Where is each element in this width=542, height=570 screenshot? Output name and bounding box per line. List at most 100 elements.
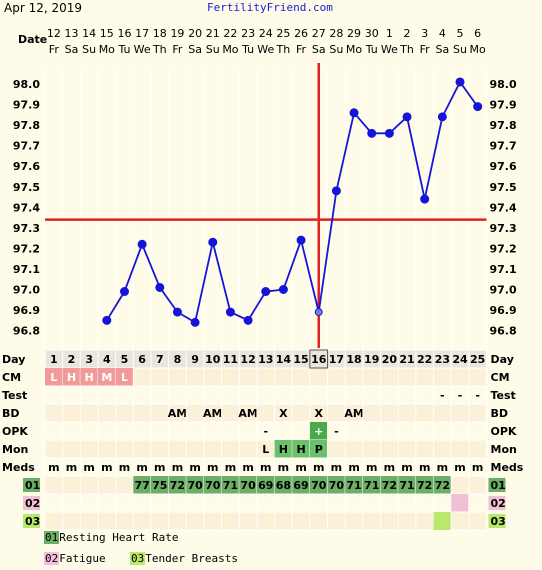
- y-tick-right: 97.1: [490, 263, 517, 276]
- cell-day: 4: [103, 353, 111, 366]
- cell-meds: m: [384, 461, 395, 474]
- temp-point: [349, 108, 359, 118]
- cell-test: -: [475, 389, 480, 402]
- row-code-swatch-right: [488, 496, 506, 510]
- temp-point: [172, 307, 182, 317]
- cell-c01: 72: [417, 479, 432, 492]
- y-tick-left: 97.4: [13, 201, 40, 214]
- temp-point: [155, 282, 165, 292]
- cell-meds: m: [331, 461, 342, 474]
- c01-cell: [133, 476, 151, 494]
- legend-item-02: 02Fatigue: [44, 552, 106, 565]
- cell-cm: M: [101, 371, 112, 384]
- cell-meds: m: [154, 461, 165, 474]
- cell-meds: m: [66, 461, 77, 474]
- cell-day: 13: [258, 353, 273, 366]
- row-label-meds: Meds: [2, 461, 35, 474]
- c01-cell: [433, 476, 452, 494]
- cell-day: 9: [191, 353, 199, 366]
- cell-c01: 71: [223, 479, 238, 492]
- y-tick-left: 97.5: [13, 181, 40, 194]
- cell-day: 22: [417, 353, 432, 366]
- date-label: 30: [365, 27, 379, 40]
- cell-c01: 70: [329, 479, 345, 492]
- cell-c01: 71: [364, 479, 379, 492]
- temp-point: [225, 307, 235, 317]
- weekday-label: Sa: [65, 43, 79, 56]
- legend-01-code: 01: [44, 531, 60, 544]
- weekday-label: Tu: [365, 43, 378, 56]
- c01-cell: [398, 476, 416, 494]
- weekday-label: Th: [399, 43, 414, 56]
- legend-02-text: Fatigue: [59, 552, 106, 565]
- cell-c01: 72: [382, 479, 397, 492]
- date-label: 3: [421, 27, 428, 40]
- site-link[interactable]: FertilityFriend.com: [207, 1, 333, 14]
- y-tick-left: 97.8: [13, 119, 40, 132]
- c02-cell: [451, 494, 469, 512]
- temp-point: [367, 128, 377, 138]
- cell-cm: L: [50, 371, 57, 384]
- row-code-swatch-left: [23, 496, 40, 510]
- y-tick-left: 98.0: [13, 78, 40, 91]
- cell-c01: 69: [258, 479, 273, 492]
- date-label: 6: [474, 27, 481, 40]
- temp-point: [278, 285, 288, 294]
- cell-c01: 70: [205, 479, 221, 492]
- cell-day: 5: [121, 353, 129, 366]
- cell-meds: m: [48, 461, 59, 474]
- c03-cell: [433, 512, 452, 530]
- temp-point: [331, 186, 341, 196]
- weekday-label: Sa: [188, 43, 202, 56]
- cell-meds: m: [437, 461, 448, 474]
- temp-point: [402, 112, 412, 122]
- row-code-swatch-right: [488, 514, 506, 528]
- temp-point: [314, 308, 323, 317]
- cell-bd: AM: [344, 407, 363, 420]
- legend-01-text: Resting Heart Rate: [59, 531, 179, 544]
- weekday-label: Su: [329, 43, 343, 56]
- date-label: 12: [47, 27, 61, 40]
- y-tick-right: 96.9: [490, 304, 517, 317]
- weekday-label: Mo: [99, 43, 115, 56]
- row-label-day: Day: [2, 353, 25, 366]
- date-label: 14: [82, 27, 96, 40]
- weekday-label: Su: [206, 43, 220, 56]
- cell-bd: X: [314, 407, 323, 420]
- cell-meds: m: [136, 461, 147, 474]
- cell-mon: P: [315, 443, 323, 456]
- c01-cell: [309, 476, 328, 494]
- weekday-label: Sa: [312, 43, 326, 56]
- row-label-right-c02: 02: [491, 497, 506, 510]
- temp-point: [420, 194, 430, 204]
- cell-cm: H: [67, 371, 76, 384]
- cell-c01: 72: [435, 479, 450, 492]
- cell-meds: m: [119, 461, 130, 474]
- cell-meds: m: [172, 461, 183, 474]
- row-code-swatch-left: [23, 478, 40, 492]
- cell-day: 15: [293, 353, 308, 366]
- cell-day: 2: [68, 353, 76, 366]
- y-tick-right: 97.2: [490, 242, 517, 255]
- cell-c01: 70: [240, 479, 256, 492]
- cell-mon: H: [296, 443, 305, 456]
- row-label-right-meds: Meds: [491, 461, 524, 474]
- ovulation-day-box: [309, 349, 329, 369]
- row-code-swatch-left: [23, 514, 40, 528]
- cell-c01: 77: [134, 479, 149, 492]
- cell-day: 25: [470, 353, 485, 366]
- weekday-label: Sa: [435, 43, 449, 56]
- cell-day: 19: [364, 353, 379, 366]
- weekday-label: Fr: [420, 43, 431, 56]
- cell-day: 20: [382, 353, 398, 366]
- row-label-right-opk: OPK: [491, 425, 517, 438]
- row-label-c02: 02: [25, 497, 40, 510]
- weekday-label: Su: [453, 43, 467, 56]
- mon-cell: [292, 440, 310, 458]
- y-tick-left: 97.9: [13, 99, 40, 112]
- cell-meds: m: [242, 461, 253, 474]
- cm-cell: [115, 368, 134, 386]
- temp-point: [261, 287, 271, 297]
- y-tick-right: 97.8: [490, 119, 517, 132]
- y-tick-right: 97.5: [490, 181, 517, 194]
